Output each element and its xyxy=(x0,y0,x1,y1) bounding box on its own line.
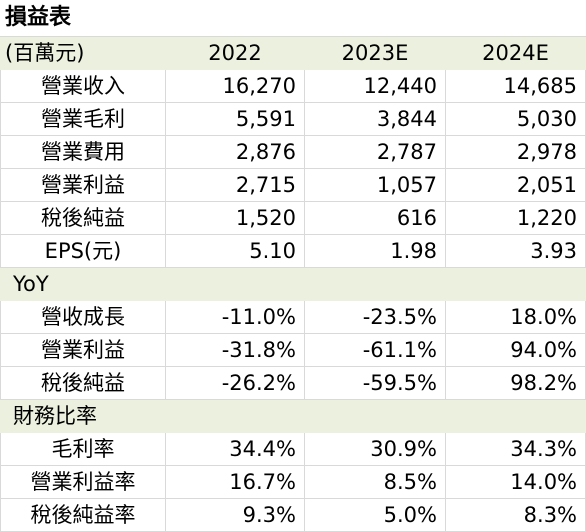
cell-value: 14.0% xyxy=(445,465,586,499)
table-row: EPS(元) 5.10 1.98 3.93 xyxy=(0,234,586,268)
cell-value: 1,220 xyxy=(445,201,586,235)
table-row: 營業費用 2,876 2,787 2,978 xyxy=(0,135,586,169)
section-title-yoy: YoY xyxy=(0,267,586,301)
cell-value: 1,520 xyxy=(165,201,305,235)
cell-value: 34.4% xyxy=(165,432,305,466)
cell-value: 5.0% xyxy=(304,498,446,532)
row-label: 營業費用 xyxy=(0,135,166,169)
row-label: EPS(元) xyxy=(0,234,166,268)
unit-label: (百萬元) xyxy=(0,36,166,70)
yoy-section-row: YoY xyxy=(0,267,586,301)
cell-value: 2,978 xyxy=(445,135,586,169)
cell-value: 5.10 xyxy=(165,234,305,268)
row-label: 毛利率 xyxy=(0,432,166,466)
row-label: 稅後純益 xyxy=(0,366,166,400)
cell-value: 2,715 xyxy=(165,168,305,202)
cell-value: 16,270 xyxy=(165,69,305,103)
cell-value: 8.5% xyxy=(304,465,446,499)
section-title-ratios: 財務比率 xyxy=(0,399,586,433)
cell-value: 9.3% xyxy=(165,498,305,532)
table-row: 營業利益 -31.8% -61.1% 94.0% xyxy=(0,333,586,367)
row-label: 營業利益 xyxy=(0,168,166,202)
cell-value: 30.9% xyxy=(304,432,446,466)
row-label: 營業利益 xyxy=(0,333,166,367)
cell-value: -23.5% xyxy=(304,300,446,334)
cell-value: -11.0% xyxy=(165,300,305,334)
cell-value: 16.7% xyxy=(165,465,305,499)
cell-value: -61.1% xyxy=(304,333,446,367)
year-header-2023e: 2023E xyxy=(304,36,446,70)
cell-value: 2,051 xyxy=(445,168,586,202)
table-row: 稅後純益 -26.2% -59.5% 98.2% xyxy=(0,366,586,400)
cell-value: 8.3% xyxy=(445,498,586,532)
cell-value: 14,685 xyxy=(445,69,586,103)
ratios-section-row: 財務比率 xyxy=(0,399,586,433)
cell-value: 3,844 xyxy=(304,102,446,136)
table-title: 損益表 xyxy=(0,0,586,37)
cell-value: 5,030 xyxy=(445,102,586,136)
row-label: 營收成長 xyxy=(0,300,166,334)
cell-value: 2,876 xyxy=(165,135,305,169)
title-row: 損益表 xyxy=(0,0,586,37)
cell-value: -59.5% xyxy=(304,366,446,400)
row-label: 營業利益率 xyxy=(0,465,166,499)
cell-value: 1,057 xyxy=(304,168,446,202)
table-row: 營收成長 -11.0% -23.5% 18.0% xyxy=(0,300,586,334)
table-row: 營業利益 2,715 1,057 2,051 xyxy=(0,168,586,202)
row-label: 營業收入 xyxy=(0,69,166,103)
row-label: 營業毛利 xyxy=(0,102,166,136)
cell-value: 98.2% xyxy=(445,366,586,400)
cell-value: 34.3% xyxy=(445,432,586,466)
table-row: 毛利率 34.4% 30.9% 34.3% xyxy=(0,432,586,466)
cell-value: 1.98 xyxy=(304,234,446,268)
cell-value: 616 xyxy=(304,201,446,235)
cell-value: 94.0% xyxy=(445,333,586,367)
table-row: 營業收入 16,270 12,440 14,685 xyxy=(0,69,586,103)
year-header-2022: 2022 xyxy=(165,36,305,70)
header-row: (百萬元) 2022 2023E 2024E xyxy=(0,36,586,70)
table-row: 營業利益率 16.7% 8.5% 14.0% xyxy=(0,465,586,499)
cell-value: 2,787 xyxy=(304,135,446,169)
table-row: 稅後純益 1,520 616 1,220 xyxy=(0,201,586,235)
cell-value: -31.8% xyxy=(165,333,305,367)
year-header-2024e: 2024E xyxy=(445,36,586,70)
cell-value: 18.0% xyxy=(445,300,586,334)
row-label: 稅後純益率 xyxy=(0,498,166,532)
cell-value: 5,591 xyxy=(165,102,305,136)
table-row: 稅後純益率 9.3% 5.0% 8.3% xyxy=(0,498,586,532)
cell-value: 12,440 xyxy=(304,69,446,103)
cell-value: -26.2% xyxy=(165,366,305,400)
cell-value: 3.93 xyxy=(445,234,586,268)
row-label: 稅後純益 xyxy=(0,201,166,235)
table-row: 營業毛利 5,591 3,844 5,030 xyxy=(0,102,586,136)
